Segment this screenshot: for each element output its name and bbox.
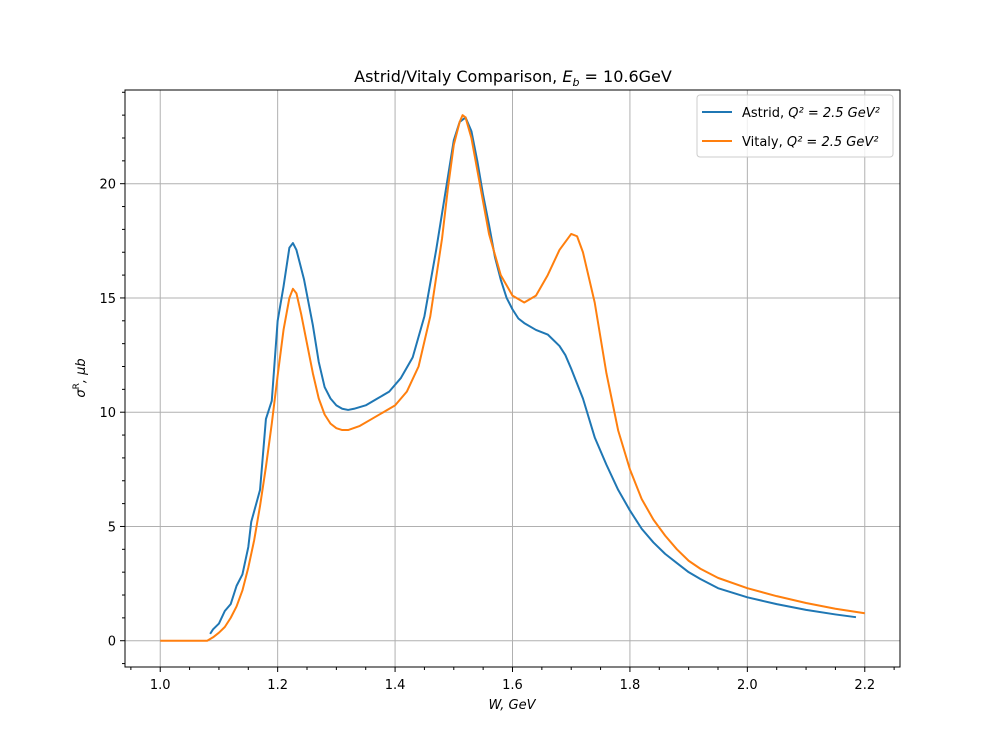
x-tick-label: 1.2	[267, 678, 288, 693]
series-line-vitaly	[160, 114, 865, 642]
legend-label-astrid: Astrid, Q² = 2.5 GeV²	[742, 106, 880, 121]
y-axis-label-base: σ	[74, 389, 89, 398]
x-tick-label: 1.0	[150, 678, 171, 693]
y-axis-label: σR, μb	[72, 358, 89, 397]
series-group	[160, 114, 865, 642]
legend-label-vitaly-prefix: Vitaly,	[742, 135, 787, 150]
legend-box	[696, 94, 894, 158]
legend-label-vitaly: Vitaly, Q² = 2.5 GeV²	[742, 135, 878, 150]
x-tick-label: 1.8	[620, 678, 641, 693]
x-tick-label: 1.4	[385, 678, 406, 693]
y-tick-label: 10	[99, 406, 116, 421]
x-tick-label: 2.0	[737, 678, 758, 693]
series-line-astrid	[209, 116, 857, 635]
y-tick-label: 15	[99, 292, 116, 307]
chart-title-math-rest: = 10.6GeV	[579, 67, 671, 86]
y-axis-label-sup: R	[72, 383, 82, 389]
chart-title-math-sub: b	[572, 76, 579, 89]
x-axis-label: W, GeV	[488, 698, 536, 713]
chart-title-math-base: E	[562, 67, 573, 86]
grid	[125, 90, 900, 667]
legend-label-astrid-prefix: Astrid,	[742, 106, 788, 121]
legend-label-astrid-math: Q² = 2.5 GeV²	[788, 106, 880, 121]
x-axis-label-var: W	[488, 698, 502, 713]
chart-title-text: Astrid/Vitaly Comparison,	[354, 67, 562, 86]
legend: Astrid, Q² = 2.5 GeV² Vitaly, Q² = 2.5 G…	[696, 94, 894, 158]
x-tick-label: 2.2	[854, 678, 875, 693]
y-tick-label: 5	[108, 520, 116, 535]
legend-label-vitaly-math: Q² = 2.5 GeV²	[787, 135, 879, 150]
x-tick-label: 1.6	[502, 678, 523, 693]
chart-title: Astrid/Vitaly Comparison, Eb = 10.6GeV	[354, 67, 672, 89]
y-tick-label: 20	[99, 178, 116, 193]
y-axis-label-unit: , μb	[74, 358, 89, 383]
axes: 1.0 1.2 1.4 1.6 1.8 2.0 2.2 0 5 10 15 20	[99, 89, 901, 693]
y-tick-label: 0	[108, 635, 116, 650]
x-axis-label-unit: , GeV	[500, 698, 536, 713]
